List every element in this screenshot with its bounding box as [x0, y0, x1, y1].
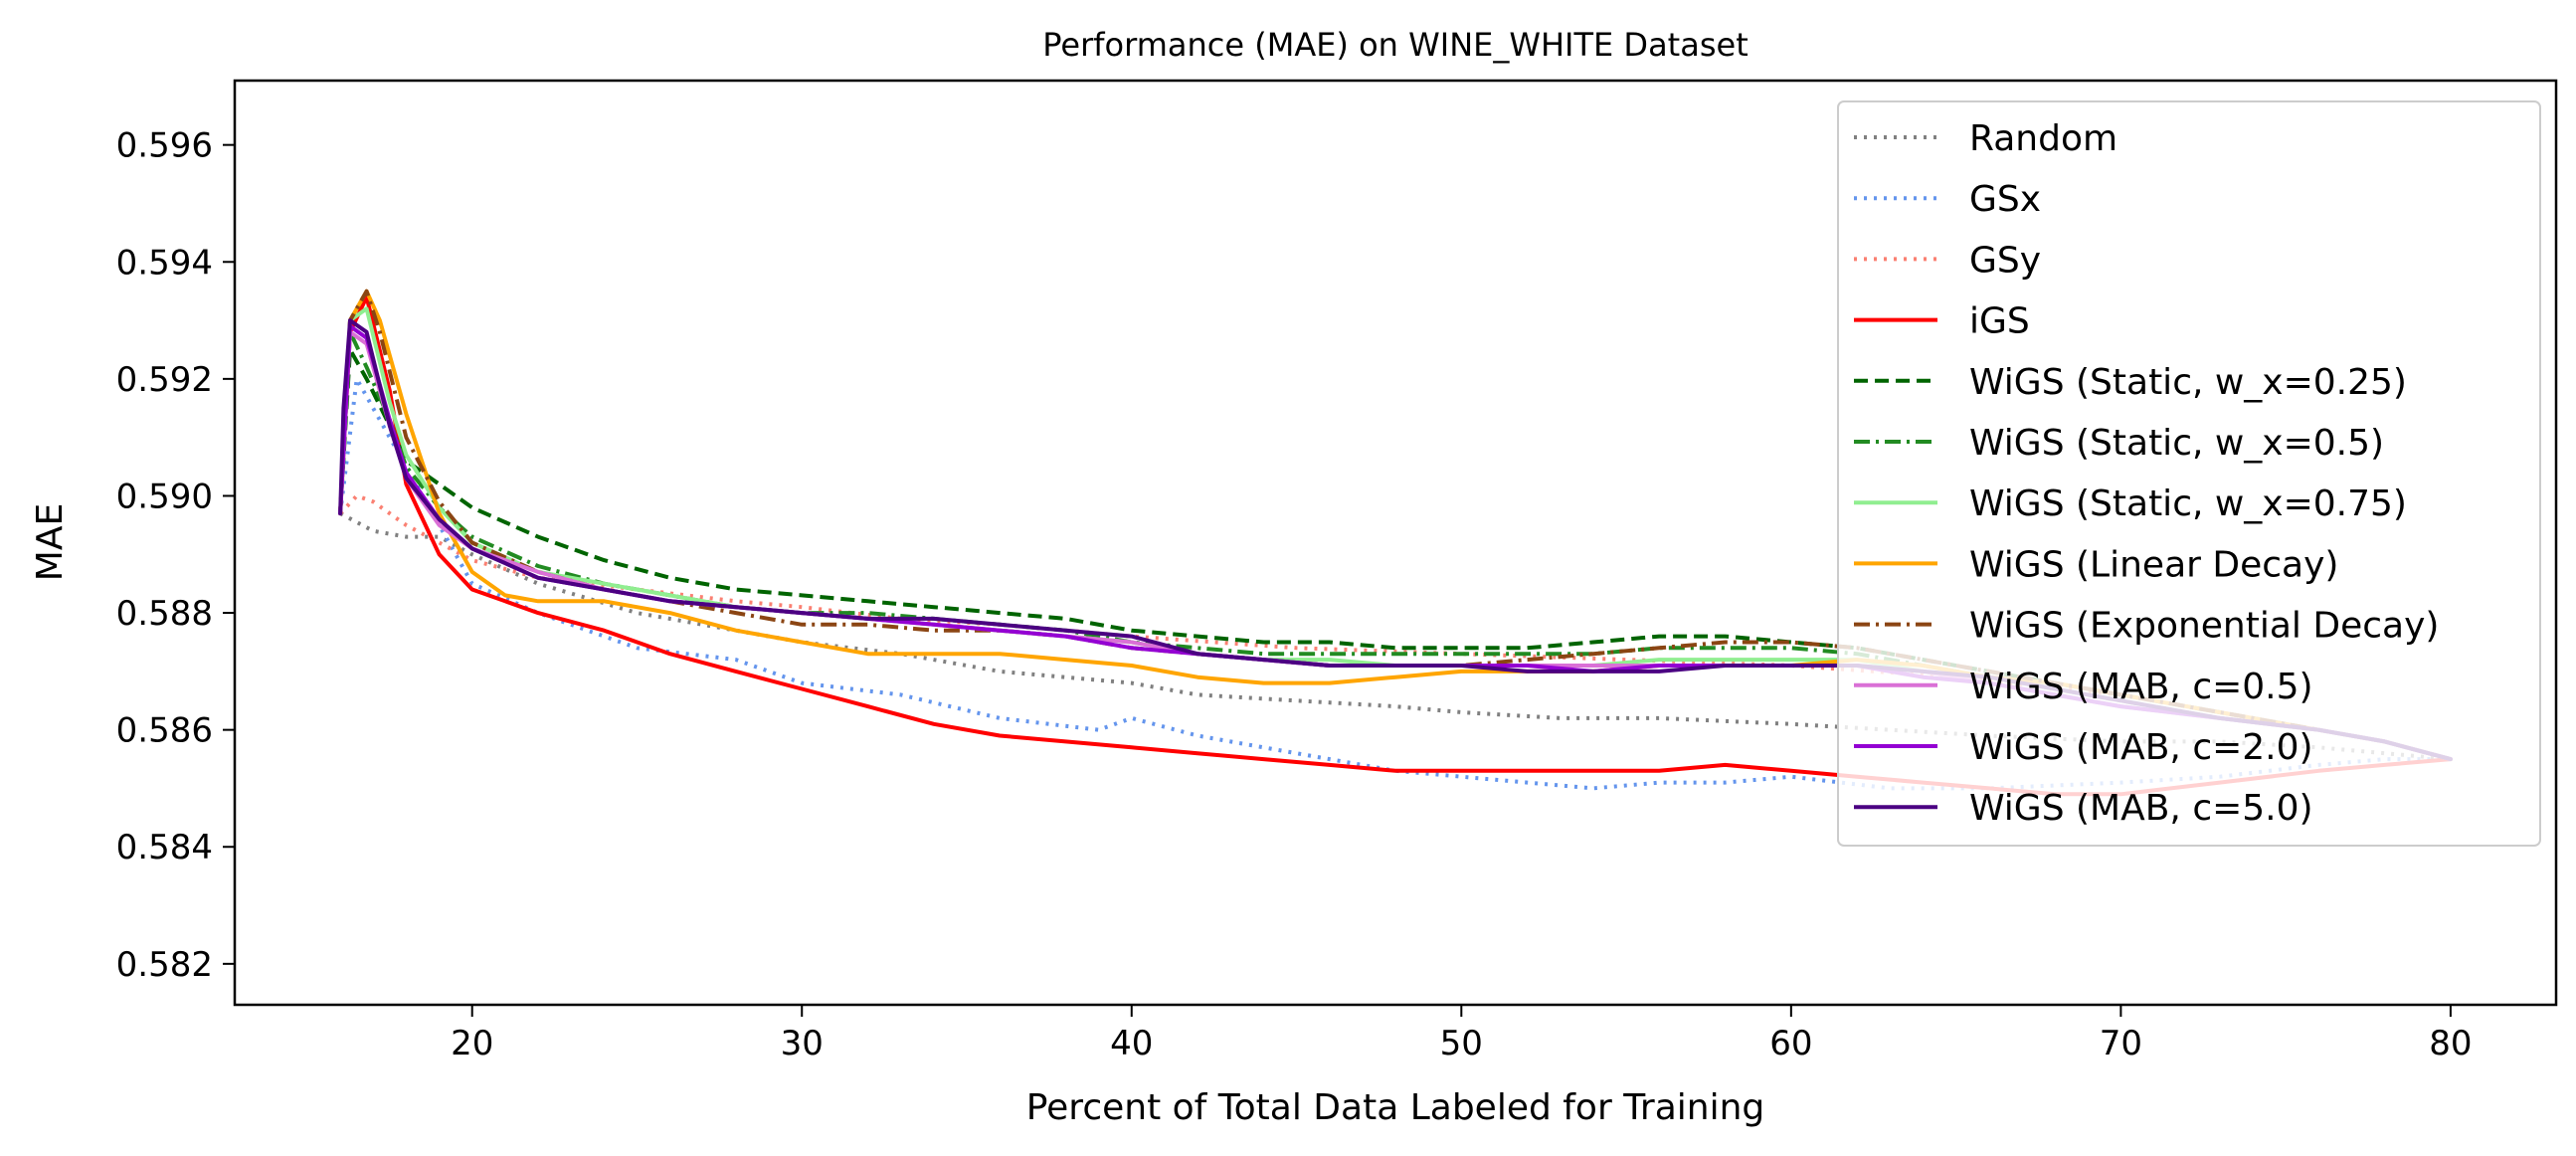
legend-label-1: Random [1969, 118, 2117, 159]
legend-label-5: WiGS (Static, w_x=0.25) [1969, 362, 2407, 403]
x-axis-label: Percent of Total Data Labeled for Traini… [1026, 1087, 1765, 1128]
legend-label-8: WiGS (Linear Decay) [1969, 544, 2338, 585]
x-tick-label-5: 70 [2100, 1024, 2142, 1063]
y-tick-label-6: 0.594 [116, 243, 213, 283]
x-tick-label-0: 20 [451, 1024, 493, 1063]
y-tick-label-2: 0.586 [116, 711, 213, 751]
y-tick-label-1: 0.584 [116, 828, 213, 867]
x-tick-label-3: 50 [1440, 1024, 1483, 1063]
series-line-5 [338, 347, 2452, 762]
x-tick-label-1: 30 [781, 1024, 824, 1063]
x-axis: 20 30 40 50 60 70 80 [451, 1005, 2473, 1063]
legend: Random GSx GSy iGS WiGS (Static, w_x=0.25) Wi… [1837, 100, 2541, 847]
plot-frame [233, 79, 2558, 1007]
legend-label-10: WiGS (MAB, c=0.5) [1969, 667, 2313, 707]
y-tick-label-0: 0.582 [116, 945, 213, 985]
legend-box [1837, 100, 2541, 847]
legend-label-2: GSx [1969, 179, 2041, 220]
legend-label-9: WiGS (Exponential Decay) [1969, 606, 2439, 647]
legend-label-6: WiGS (Static, w_x=0.5) [1969, 423, 2384, 464]
y-axis-label: MAE [30, 503, 71, 581]
legend-label-4: iGS [1969, 301, 2030, 342]
x-tick-label-2: 40 [1110, 1024, 1153, 1063]
legend-label-11: WiGS (MAB, c=2.0) [1969, 727, 2313, 768]
y-tick-label-7: 0.596 [116, 126, 213, 166]
y-tick-label-3: 0.588 [116, 594, 213, 634]
y-axis: 0.582 0.584 0.586 0.588 0.590 0.592 0.594 0.596 [116, 126, 235, 985]
legend-label-3: GSy [1969, 240, 2041, 281]
y-tick-label-4: 0.590 [116, 477, 213, 516]
x-tick-label-6: 80 [2429, 1024, 2472, 1063]
y-tick-label-5: 0.592 [116, 360, 213, 400]
legend-label-12: WiGS (MAB, c=5.0) [1969, 788, 2313, 829]
series-line-6 [338, 329, 2452, 762]
x-tick-label-4: 60 [1769, 1024, 1812, 1063]
chart-title: Performance (MAE) on WINE_WHITE Dataset [1042, 26, 1748, 64]
legend-label-7: WiGS (Static, w_x=0.75) [1969, 483, 2407, 524]
